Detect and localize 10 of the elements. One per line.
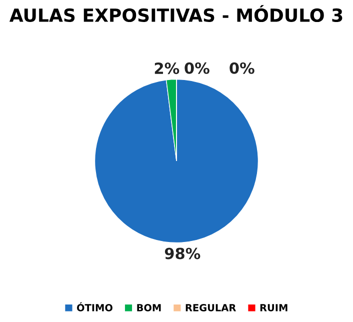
data-label: 2% <box>154 62 180 74</box>
text: 0% <box>230 62 254 74</box>
legend-label: ÓTIMO <box>76 302 112 312</box>
text: 0% <box>184 62 210 74</box>
chart-title: AULAS EXPOSITIVAS - MÓDULO 3 <box>9 5 342 22</box>
legend-label: REGULAR <box>186 304 236 312</box>
legend-label: RUIM <box>260 304 288 312</box>
legend-label: BOM <box>137 304 161 312</box>
data-label: 98% <box>164 248 200 260</box>
pie-slice <box>94 78 259 244</box>
